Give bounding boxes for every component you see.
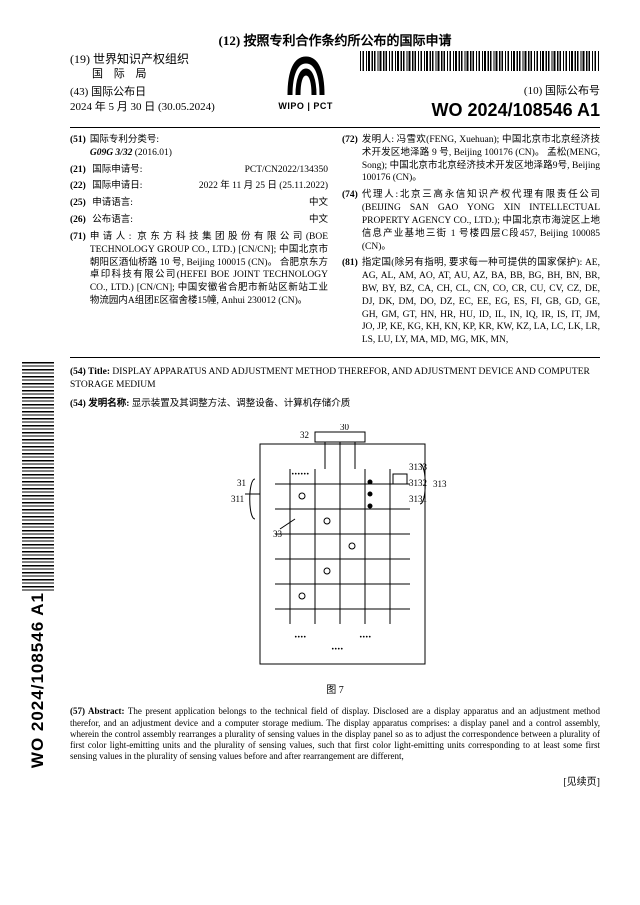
title-label-en: (54) Title: bbox=[70, 367, 110, 377]
wipo-logo-column: WIPO | PCT bbox=[266, 51, 346, 111]
figure-7-diagram: . . . . . . . . . . . . . . . . . . 30 3… bbox=[195, 424, 475, 674]
svg-text:. . . .: . . . . bbox=[332, 645, 343, 651]
figure-caption: 图 7 bbox=[70, 681, 600, 696]
title-block: (54) Title: DISPLAY APPARATUS AND ADJUST… bbox=[70, 366, 600, 410]
top-barcode bbox=[360, 51, 600, 71]
title-zh: 显示装置及其调整方法、调整设备、计算机存储介质 bbox=[132, 399, 351, 409]
header-right: (10) 国际公布号 WO 2024/108546 A1 bbox=[346, 51, 600, 121]
abstract-text: The present application belongs to the t… bbox=[70, 706, 600, 761]
patent-document-page: (12) 按照专利合作条约所公布的国际申请 (19) 世界知识产权组织 国 际 … bbox=[0, 0, 640, 808]
pubdate-value: 2024 年 5 月 30 日 (30.05.2024) bbox=[70, 100, 266, 115]
figure-block: . . . . . . . . . . . . . . . . . . 30 3… bbox=[70, 424, 600, 696]
field-71-applicant: 申请人: 京东方科技集团股份有限公司(BOE TECHNOLOGY GROUP … bbox=[90, 231, 328, 308]
divider bbox=[70, 127, 600, 128]
field-25-label: 申请语言: bbox=[92, 198, 133, 208]
field-19-prefix: (19) bbox=[70, 52, 90, 66]
field-25-code: (25) bbox=[70, 198, 86, 208]
field-72-code: (72) bbox=[342, 134, 358, 185]
document-header: (12) 按照专利合作条约所公布的国际申请 (19) 世界知识产权组织 国 际 … bbox=[70, 30, 600, 121]
fig-label-31: 31 bbox=[237, 478, 246, 488]
organization-name: 世界知识产权组织 bbox=[93, 52, 189, 66]
field-26-label: 公布语言: bbox=[92, 215, 133, 225]
fig-label-3133: 3133 bbox=[409, 462, 428, 472]
fig-label-3131: 3131 bbox=[409, 494, 427, 504]
bureau-name: 国 际 局 bbox=[70, 67, 266, 82]
bibliographic-data: (51) 国际专利分类号: G09G 3/32 (2016.01) (21) 国… bbox=[70, 134, 600, 351]
svg-text:. . . . . .: . . . . . . bbox=[292, 470, 309, 476]
fig-label-311: 311 bbox=[231, 494, 244, 504]
field-74-agent: 代理人:北京三高永信知识产权代理有限责任公司(BEIJING SAN GAO Y… bbox=[362, 189, 600, 253]
svg-text:. . . .: . . . . bbox=[295, 633, 306, 639]
field-51-code: (51) bbox=[70, 134, 86, 160]
field-51-label: 国际专利分类号: bbox=[90, 134, 328, 147]
field-81-states: 指定国(除另有指明, 要求每一种可提供的国家保护): AE, AG, AL, A… bbox=[362, 257, 600, 347]
field-26-value: 中文 bbox=[309, 214, 328, 227]
fig-label-30: 30 bbox=[340, 424, 350, 432]
field-21-label: 国际申请号: bbox=[92, 165, 142, 175]
svg-text:. . . .: . . . . bbox=[360, 633, 371, 639]
biblio-left-column: (51) 国际专利分类号: G09G 3/32 (2016.01) (21) 国… bbox=[70, 134, 328, 351]
field-25-value: 中文 bbox=[309, 197, 328, 210]
ipc-class: G09G 3/32 bbox=[90, 148, 133, 158]
ipc-year: (2016.01) bbox=[135, 148, 172, 158]
divider bbox=[70, 357, 600, 358]
fig-label-313: 313 bbox=[433, 479, 447, 489]
fig-label-33: 33 bbox=[273, 529, 283, 539]
pubdate-label: (43) 国际公布日 bbox=[70, 85, 266, 100]
pubnum-label: (10) 国际公布号 bbox=[346, 82, 600, 98]
field-22-code: (22) bbox=[70, 181, 86, 191]
field-74-code: (74) bbox=[342, 189, 358, 253]
field-22-value: 2022 年 11 月 25 日 (25.11.2022) bbox=[199, 180, 328, 193]
field-71-code: (71) bbox=[70, 231, 86, 308]
biblio-right-column: (72) 发明人: 冯雪欢(FENG, Xuehuan); 中国北京市北京经济技… bbox=[342, 134, 600, 351]
title-en: DISPLAY APPARATUS AND ADJUSTMENT METHOD … bbox=[70, 367, 590, 390]
continued-indicator: [见续页] bbox=[70, 773, 600, 788]
abstract-block: (57) Abstract: The present application b… bbox=[70, 706, 600, 762]
field-22-label: 国际申请日: bbox=[92, 181, 142, 191]
main-title: (12) 按照专利合作条约所公布的国际申请 bbox=[70, 30, 600, 49]
wipo-logo-icon bbox=[280, 51, 332, 99]
field-21-value: PCT/CN2022/134350 bbox=[245, 164, 328, 177]
fig-label-3132: 3132 bbox=[409, 478, 427, 488]
abstract-label: (57) Abstract: bbox=[70, 706, 125, 716]
title-label-zh: (54) 发明名称: bbox=[70, 399, 129, 409]
field-72-inventors: 发明人: 冯雪欢(FENG, Xuehuan); 中国北京市北京经济技术开发区地… bbox=[362, 134, 600, 185]
field-21-code: (21) bbox=[70, 165, 86, 175]
wipo-pct-text: WIPO | PCT bbox=[278, 101, 333, 111]
publication-number: WO 2024/108546 A1 bbox=[346, 100, 600, 121]
field-81-code: (81) bbox=[342, 257, 358, 347]
fig-label-32: 32 bbox=[300, 430, 309, 440]
header-left: (19) 世界知识产权组织 国 际 局 (43) 国际公布日 2024 年 5 … bbox=[70, 51, 266, 115]
field-26-code: (26) bbox=[70, 215, 86, 225]
